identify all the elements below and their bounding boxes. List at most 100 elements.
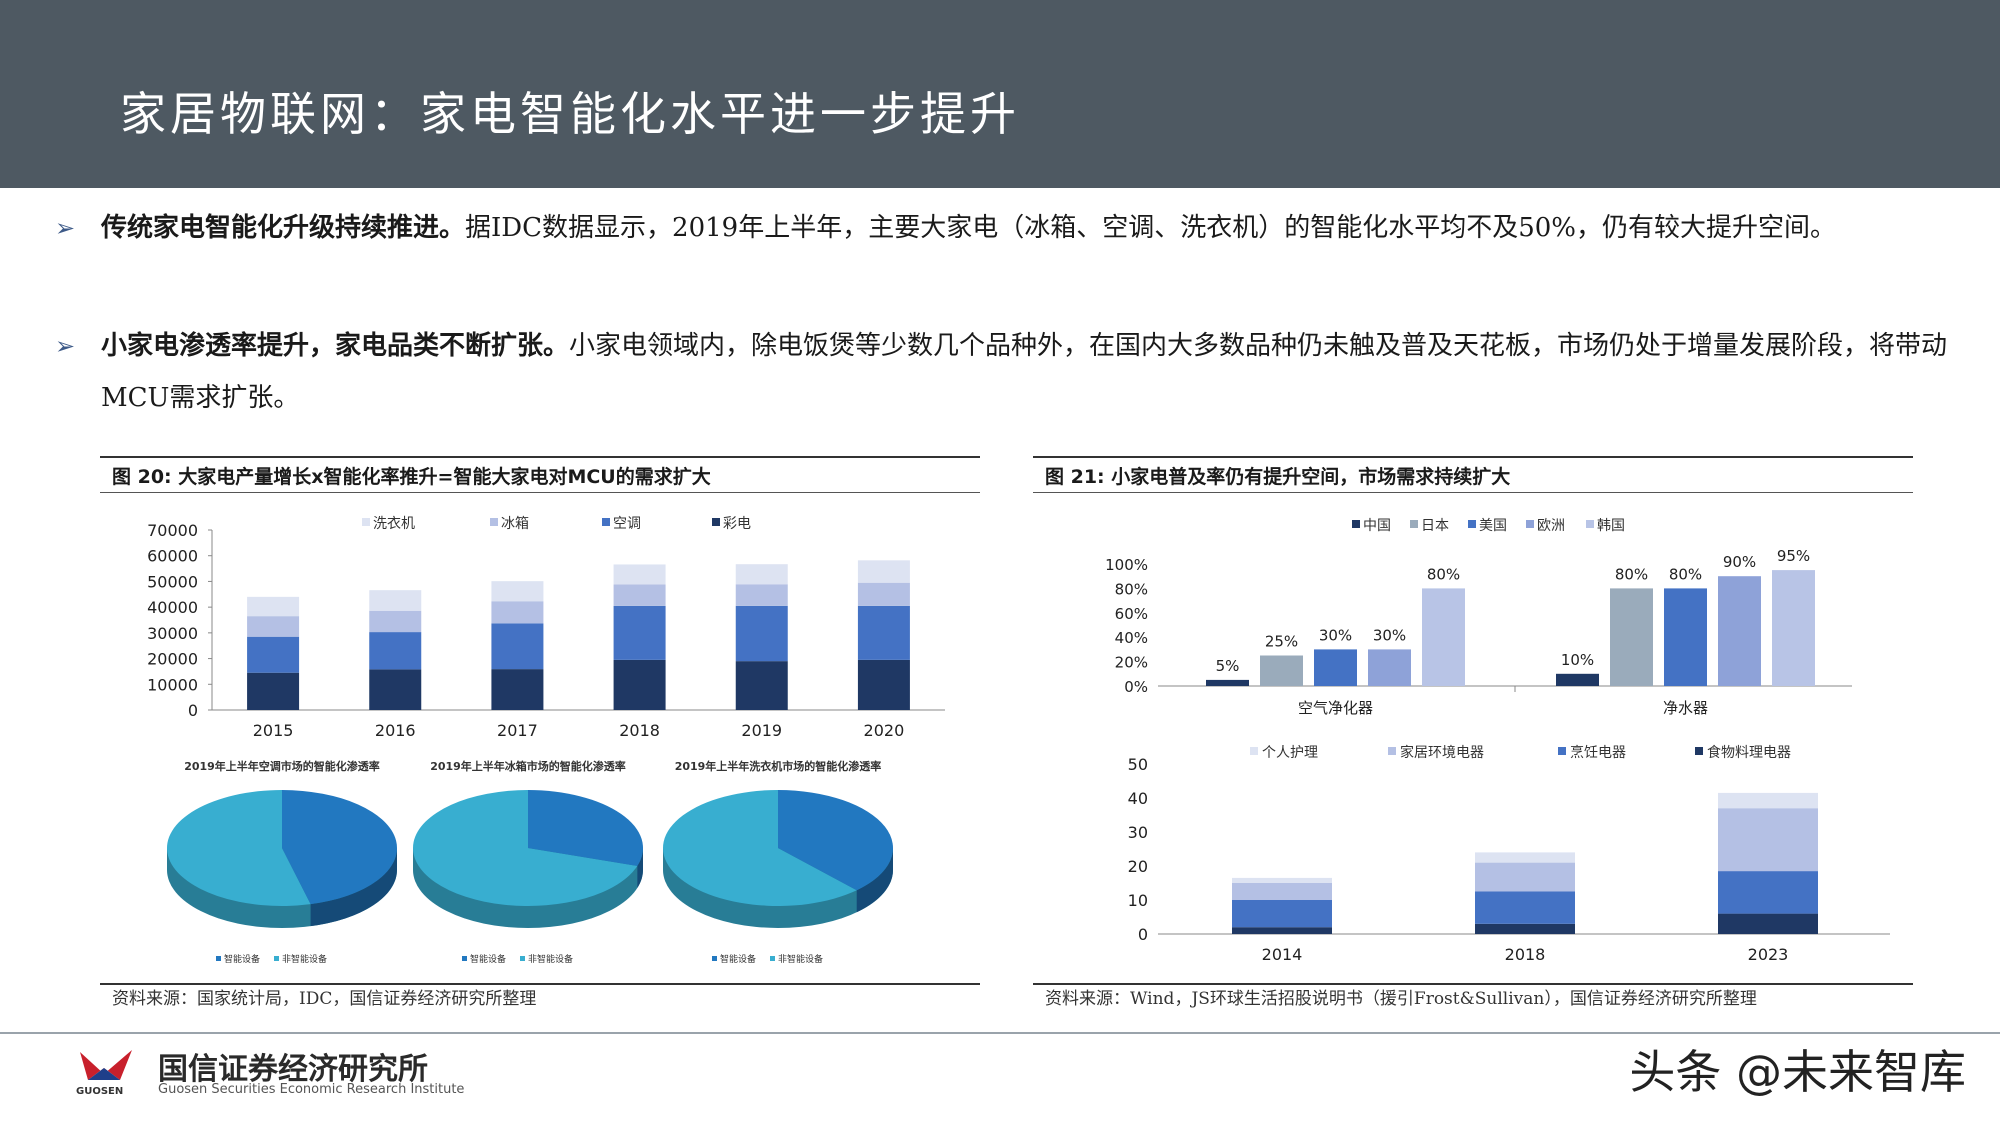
fig20-caption-rule	[100, 492, 980, 493]
fig21-bottom-rule	[1033, 983, 1913, 985]
chartC-legend-label: 中国	[1363, 518, 1391, 534]
chartA-x-tick-label: 2020	[864, 721, 905, 740]
pie-title: 2019年上半年洗衣机市场的智能化渗透率	[675, 759, 882, 773]
fig21-caption-rule	[1033, 492, 1913, 493]
bullet-1-bold: 传统家电智能化升级持续推进。	[101, 213, 466, 243]
bullet-2-text: 小家电领域内，除电饭煲等少数几个品种外，在国内大多数品种仍未触及普及天花板，市场…	[101, 331, 1948, 413]
chartC-data-label: 30%	[1373, 626, 1406, 644]
chartA-legend-swatch	[362, 518, 370, 526]
chartD-bar-家居环境电器	[1475, 862, 1575, 892]
chartC-y-tick-label: 80%	[1115, 580, 1148, 598]
chartD-x-tick-label: 2018	[1505, 945, 1546, 964]
chartD-bar-烹饪电器	[1718, 871, 1818, 914]
chartA-legend-label: 冰箱	[501, 516, 529, 532]
pie-slice-非智能设备	[662, 790, 857, 906]
chartA-bar-冰箱	[735, 584, 788, 606]
chartD-bar-食物料理电器	[1475, 923, 1575, 934]
chartD-legend-swatch	[1250, 747, 1258, 755]
chartA-bar-洗衣机	[735, 564, 788, 585]
chartA-y-tick-label: 20000	[147, 650, 198, 669]
chartC-bar-日本	[1260, 655, 1303, 686]
chartA-legend-swatch	[490, 518, 498, 526]
chartA-bar-彩电	[247, 672, 300, 710]
chartD-y-tick-label: 40	[1128, 789, 1148, 808]
chartA-y-tick-label: 40000	[147, 598, 198, 617]
chartC-data-label: 80%	[1427, 565, 1460, 583]
chartC-bar-美国	[1314, 649, 1357, 686]
chartA-bar-冰箱	[857, 582, 910, 606]
chartC-legend-swatch	[1468, 520, 1476, 528]
bullet-2: ➢ 小家电渗透率提升，家电品类不断扩张。小家电领域内，除电饭煲等少数几个品种外，…	[55, 320, 1955, 424]
chartC-data-label: 5%	[1216, 657, 1240, 675]
chartA-bar-空调	[735, 605, 788, 662]
chartA-bar-洗衣机	[613, 564, 666, 585]
chartC-legend-label: 欧洲	[1537, 518, 1565, 534]
chartA-bar-彩电	[491, 669, 544, 710]
chartD-legend-swatch	[1388, 747, 1396, 755]
fig20-bottom-rule	[100, 983, 980, 985]
chartA-bar-冰箱	[491, 601, 544, 624]
chartC-bar-中国	[1206, 679, 1249, 686]
chartC-data-label: 10%	[1561, 651, 1594, 669]
chartC-bar-欧洲	[1368, 649, 1411, 686]
chartA-x-tick-label: 2018	[619, 721, 660, 740]
pie-title: 2019年上半年冰箱市场的智能化渗透率	[430, 759, 626, 773]
chartC-y-tick-label: 40%	[1115, 629, 1148, 647]
pie-slice-智能设备	[282, 790, 397, 905]
chartD-legend-label: 食物料理电器	[1707, 744, 1791, 761]
chartC-y-tick-label: 0%	[1124, 678, 1148, 696]
chartA-legend-swatch	[602, 518, 610, 526]
bullet-1-text: 据IDC数据显示，2019年上半年，主要大家电（冰箱、空调、洗衣机）的智能化水平…	[465, 213, 1836, 243]
chartC-data-label: 30%	[1319, 626, 1352, 644]
chartD-bar-烹饪电器	[1232, 900, 1332, 928]
chartC-data-label: 80%	[1669, 565, 1702, 583]
chartD-x-tick-label: 2023	[1748, 945, 1789, 964]
chartC-bar-欧洲	[1718, 576, 1761, 686]
pie-legend-label: 非智能设备	[528, 953, 573, 965]
chartD-y-tick-label: 10	[1128, 891, 1148, 910]
chartD-x-tick-label: 2014	[1262, 945, 1303, 964]
chartC-data-label: 95%	[1777, 547, 1810, 565]
chartA-legend-swatch	[712, 518, 720, 526]
watermark: 头条 @未来智库	[1629, 1045, 1966, 1099]
bullet-2-bold: 小家电渗透率提升，家电品类不断扩张。	[101, 331, 570, 361]
pie-title: 2019年上半年空调市场的智能化渗透率	[184, 759, 380, 773]
pie-legend-swatch	[216, 956, 221, 961]
chartD-bar-食物料理电器	[1232, 927, 1332, 934]
guosen-logo-icon	[80, 1050, 132, 1080]
chartA-bar-洗衣机	[369, 590, 422, 611]
chartA-x-tick-label: 2017	[497, 721, 538, 740]
chartA-bar-空调	[613, 605, 666, 660]
fig21-top-rule	[1033, 456, 1913, 458]
chartD-bar-家居环境电器	[1718, 808, 1818, 872]
chartD-legend-swatch	[1558, 747, 1566, 755]
chartA-y-tick-label: 70000	[147, 521, 198, 540]
chartD-y-tick-label: 30	[1128, 823, 1148, 842]
pie-side-dark	[856, 848, 893, 913]
chartA-bar-空调	[247, 636, 300, 673]
chartC-legend-swatch	[1526, 520, 1534, 528]
chartA-bar-彩电	[857, 659, 910, 710]
pie-slice-智能设备	[528, 790, 643, 866]
company-name-cn: 国信证券经济研究所	[158, 1052, 428, 1087]
header-bar: 家居物联网：家电智能化水平进一步提升	[0, 0, 2000, 188]
pie-legend-label: 智能设备	[720, 953, 756, 965]
chartA-legend-label: 洗衣机	[373, 516, 415, 532]
chartA-bar-彩电	[735, 661, 788, 710]
chartA-bar-彩电	[613, 659, 666, 710]
chartD-bar-烹饪电器	[1475, 891, 1575, 924]
chartC-data-label: 25%	[1265, 633, 1298, 651]
chartA-bar-空调	[491, 623, 544, 670]
chartD-y-tick-label: 0	[1138, 925, 1148, 944]
chartA-bar-洗衣机	[247, 596, 300, 617]
arrow-bullet-icon: ➢	[55, 214, 76, 242]
footer-divider	[0, 1032, 2000, 1034]
pie-legend-swatch	[770, 956, 775, 961]
logo-wordmark: GUOSEN	[76, 1086, 124, 1097]
chartA-bar-空调	[857, 605, 910, 660]
pie-slice-智能设备	[778, 790, 893, 891]
chartC-legend-label: 日本	[1421, 518, 1449, 534]
chartC-legend-swatch	[1586, 520, 1594, 528]
chartC-y-tick-label: 20%	[1115, 654, 1148, 672]
